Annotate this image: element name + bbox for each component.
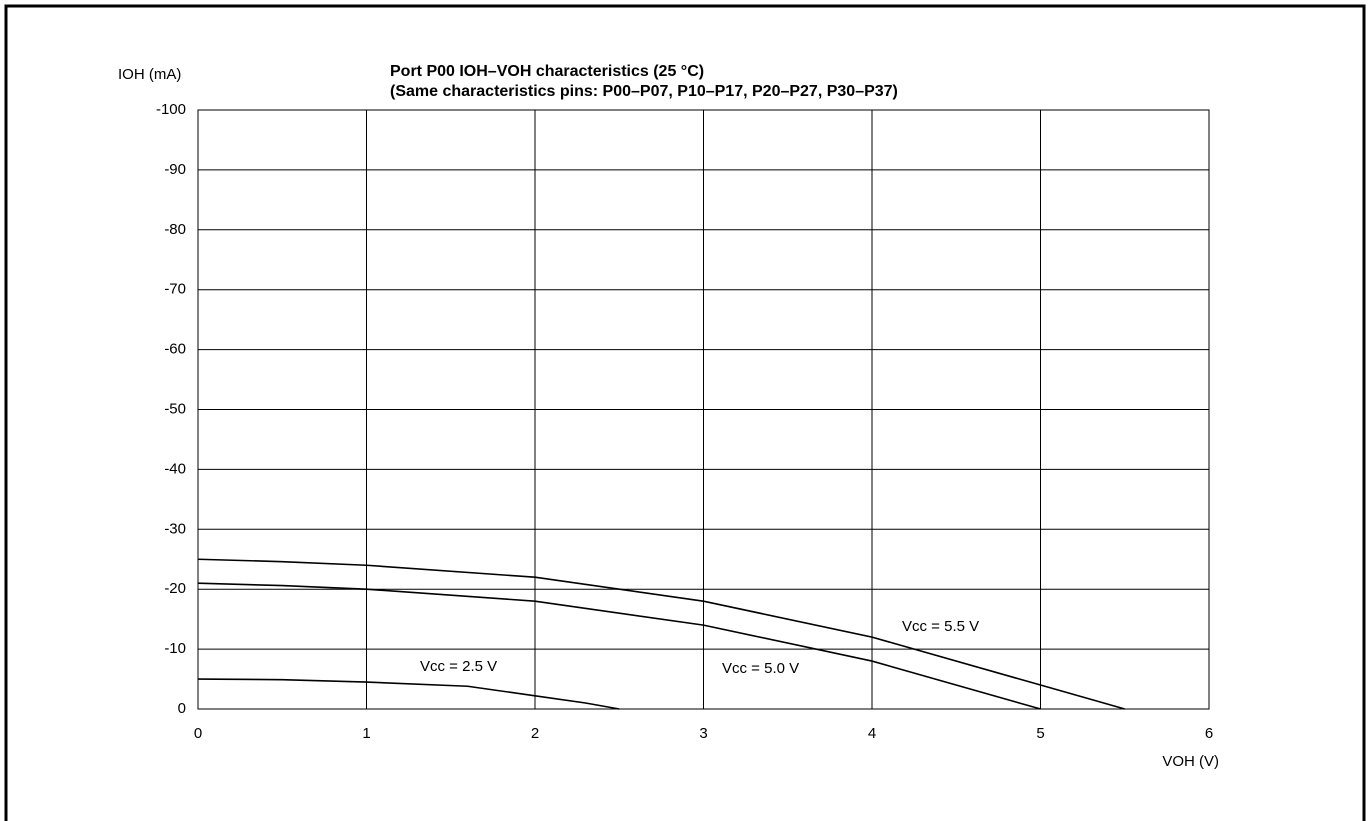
y-tick-label: -30 xyxy=(164,520,186,537)
x-tick-label: 1 xyxy=(362,725,370,742)
curve xyxy=(197,558,1125,710)
y-tick-label: 0 xyxy=(178,700,186,717)
y-tick-label: -20 xyxy=(164,580,186,597)
y-tick-label: -70 xyxy=(164,281,186,298)
x-tick-label: 4 xyxy=(868,725,876,742)
y-axis-label: IOH (mA) xyxy=(118,66,181,83)
x-tick-label: 0 xyxy=(194,725,202,742)
curve xyxy=(197,582,1041,710)
y-tick-label: -10 xyxy=(164,640,186,657)
x-tick-label: 2 xyxy=(531,725,539,742)
y-tick-label: -50 xyxy=(164,400,186,417)
frame xyxy=(4,4,1366,821)
x-tick-label: 5 xyxy=(1036,725,1044,742)
series-label: Vcc = 2.5 V xyxy=(420,658,497,675)
x-tick-label: 3 xyxy=(699,725,707,742)
series-label: Vcc = 5.0 V xyxy=(722,660,799,677)
chart-title: Port P00 IOH–VOH characteristics (25 °C) xyxy=(390,63,704,80)
y-tick-label: -60 xyxy=(164,341,186,358)
chart-subtitle: (Same characteristics pins: P00–P07, P10… xyxy=(390,83,898,100)
y-tick-label: -40 xyxy=(164,460,186,477)
curve xyxy=(197,678,620,710)
y-tick-label: -100 xyxy=(156,101,186,118)
y-tick-label: -80 xyxy=(164,221,186,238)
series-label: Vcc = 5.5 V xyxy=(902,618,979,635)
x-tick-label: 6 xyxy=(1205,725,1213,742)
x-axis-label: VOH (V) xyxy=(1162,753,1219,770)
y-tick-label: -90 xyxy=(164,161,186,178)
